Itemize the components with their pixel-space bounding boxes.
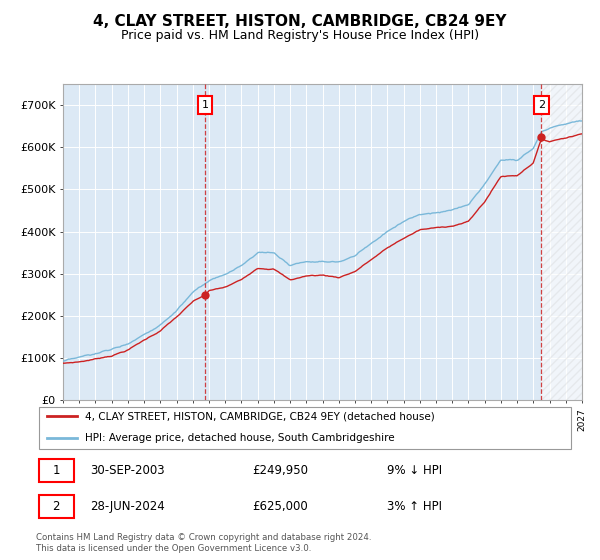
Text: HPI: Average price, detached house, South Cambridgeshire: HPI: Average price, detached house, Sout… <box>85 433 394 443</box>
Text: Price paid vs. HM Land Registry's House Price Index (HPI): Price paid vs. HM Land Registry's House … <box>121 29 479 42</box>
FancyBboxPatch shape <box>39 459 74 482</box>
Text: 1: 1 <box>53 464 60 477</box>
Bar <box>541 63 582 400</box>
Text: 2: 2 <box>538 100 545 110</box>
Text: £249,950: £249,950 <box>252 464 308 477</box>
Text: 9% ↓ HPI: 9% ↓ HPI <box>387 464 442 477</box>
Text: 1: 1 <box>202 100 208 110</box>
Text: 4, CLAY STREET, HISTON, CAMBRIDGE, CB24 9EY (detached house): 4, CLAY STREET, HISTON, CAMBRIDGE, CB24 … <box>85 412 434 421</box>
Text: 28-JUN-2024: 28-JUN-2024 <box>90 500 165 513</box>
Text: £625,000: £625,000 <box>252 500 308 513</box>
FancyBboxPatch shape <box>39 495 74 518</box>
FancyBboxPatch shape <box>39 407 571 449</box>
Text: 30-SEP-2003: 30-SEP-2003 <box>90 464 164 477</box>
Text: 3% ↑ HPI: 3% ↑ HPI <box>387 500 442 513</box>
Text: Contains HM Land Registry data © Crown copyright and database right 2024.
This d: Contains HM Land Registry data © Crown c… <box>36 533 371 553</box>
Text: 4, CLAY STREET, HISTON, CAMBRIDGE, CB24 9EY: 4, CLAY STREET, HISTON, CAMBRIDGE, CB24 … <box>93 14 507 29</box>
Text: 2: 2 <box>53 500 60 513</box>
